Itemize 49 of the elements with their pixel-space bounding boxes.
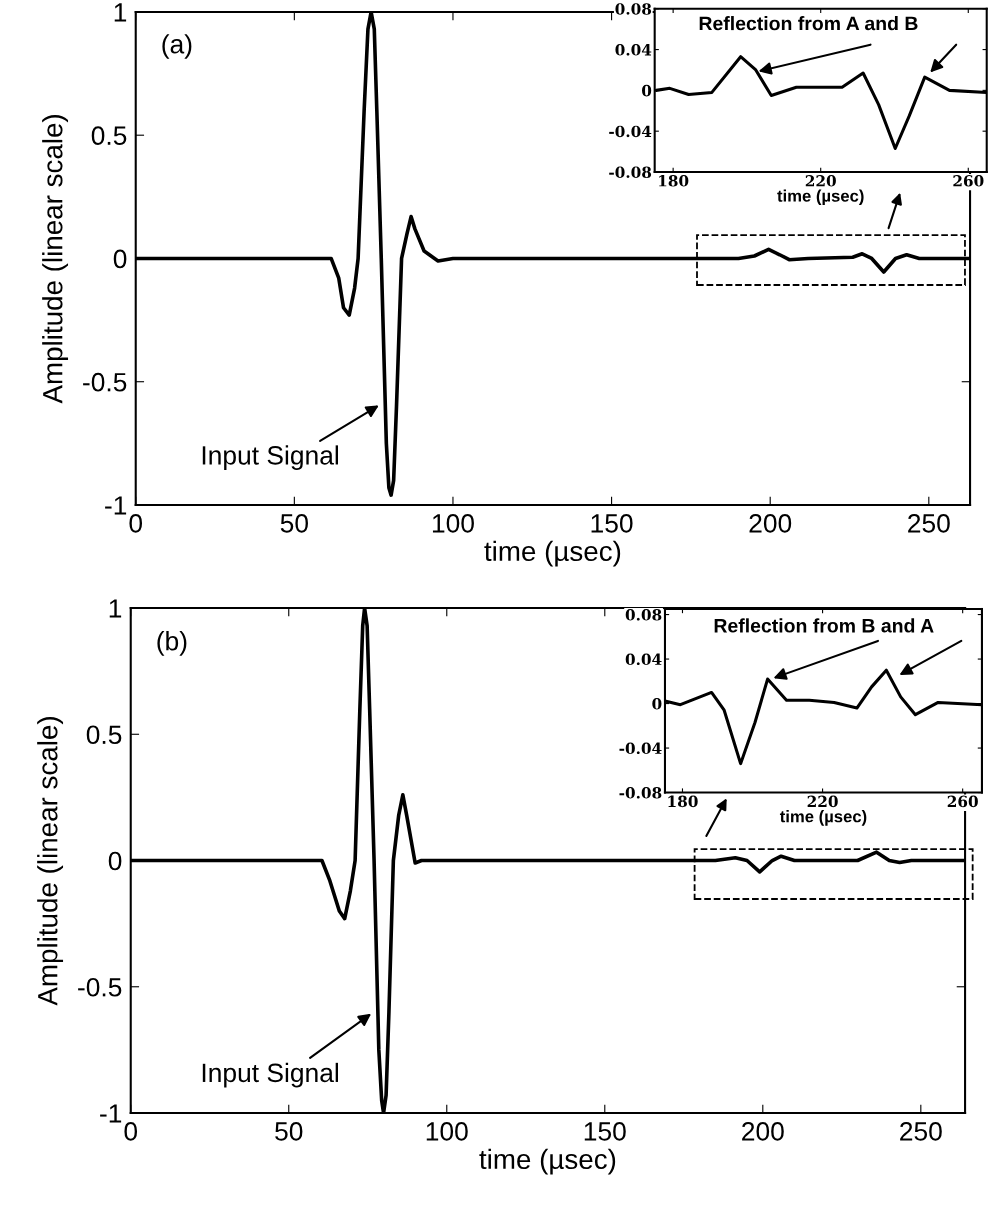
x-tick-label: 50 [280, 514, 308, 533]
annotation: (a) [162, 34, 192, 59]
x-axis-title: time (µsec) [479, 1148, 616, 1175]
y-tick-label: 0 [642, 84, 652, 97]
x-tick-label: 220 [805, 175, 836, 187]
x-tick-label: 150 [591, 514, 633, 533]
x-tick-label: 200 [749, 514, 792, 533]
y-tick-label: 0.5 [86, 725, 122, 745]
y-tick-label: -0.5 [78, 977, 122, 997]
y-tick-label: 1 [109, 599, 122, 618]
y-tick-label: 0.04 [625, 653, 662, 666]
y-tick-label: 0 [652, 698, 662, 710]
x-tick-label: 150 [584, 1122, 626, 1141]
x-tick-label: 50 [275, 1122, 303, 1141]
y-tick-label: -0.08 [609, 166, 652, 178]
y-tick-label: -0.04 [609, 125, 652, 138]
x-tick-label: 220 [807, 795, 838, 808]
y-tick-label: -0.5 [83, 372, 127, 392]
y-tick-label: -0.08 [619, 787, 662, 799]
annotation: Input Signal [202, 445, 338, 470]
y-tick-label: 0.08 [625, 609, 662, 621]
y-tick-label: 1 [114, 3, 127, 22]
y-tick-label: -1 [100, 1104, 122, 1123]
x-tick-label: 180 [659, 175, 689, 187]
y-tick-label: 0.5 [91, 126, 127, 146]
x-axis-title: time (µsec) [779, 810, 867, 826]
x-tick-label: 100 [426, 1122, 468, 1141]
x-tick-label: 200 [742, 1122, 784, 1141]
annotation: (b) [157, 631, 187, 656]
x-tick-label: 250 [908, 514, 950, 533]
annotation: Input Signal [202, 1062, 338, 1088]
x-axis-title: time (µsec) [484, 540, 621, 567]
x-axis-title: time (µsec) [777, 189, 864, 206]
annotation: Reflection from B and A [714, 618, 934, 633]
y-tick-label: -0.04 [619, 742, 662, 755]
y-tick-label: 0.08 [615, 3, 652, 15]
x-tick-label: 260 [953, 175, 984, 187]
x-tick-label: 260 [947, 795, 978, 808]
y-axis-title: Amplitude (linear scale) [42, 115, 69, 404]
x-tick-label: 100 [432, 514, 474, 533]
x-tick-label: 0 [129, 514, 143, 533]
y-tick-label: 0 [113, 249, 127, 269]
x-tick-label: 180 [668, 795, 698, 808]
y-tick-label: 0.04 [615, 44, 652, 56]
annotation: Reflection from A and B [699, 16, 918, 31]
x-tick-label: 250 [900, 1122, 942, 1141]
y-tick-label: -1 [105, 496, 127, 515]
y-axis-title: Amplitude (linear scale) [37, 717, 64, 1006]
y-tick-label: 0 [108, 851, 122, 871]
